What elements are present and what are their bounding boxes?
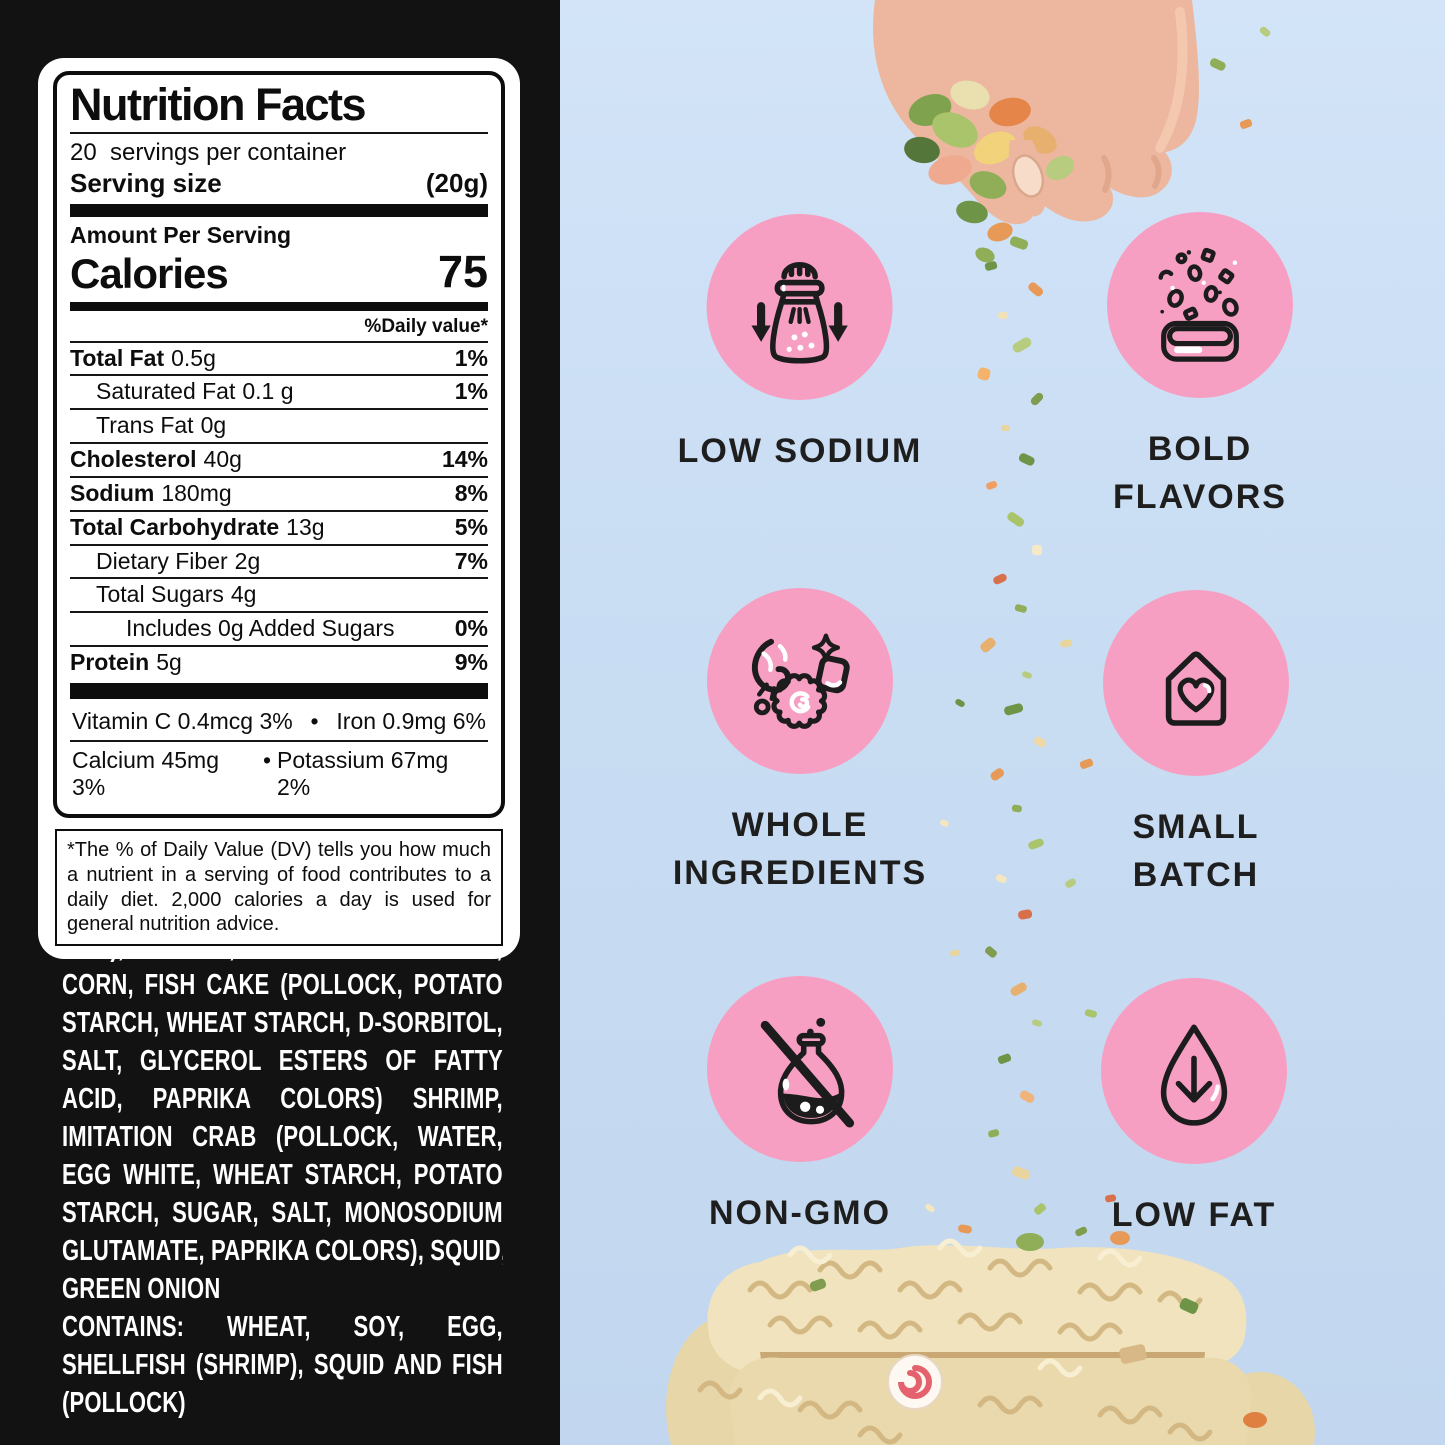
medium-divider <box>70 301 488 311</box>
amount-per-serving: Amount Per Serving <box>70 222 292 249</box>
droplet-down-arrow-icon <box>1160 1024 1228 1126</box>
feature-circle <box>706 214 893 400</box>
thick-divider <box>70 204 488 218</box>
daily-value-header: %Daily value* <box>364 315 488 337</box>
contains-line: (POLLOCK) <box>62 1387 186 1419</box>
nutrient-row-total-fat: Total Fat 0.5g 1% <box>70 340 488 375</box>
salt-shaker-reduction-icon <box>751 262 849 364</box>
nutrition-facts-border-box: Nutrition Facts 20 servings per containe… <box>53 71 505 818</box>
micronutrient-row-1: Vitamin C 0.4mcg 3% • Iron 0.9mg 6% <box>72 707 486 734</box>
divider <box>70 132 488 135</box>
feature-circle <box>1107 212 1293 398</box>
feature-circle <box>1101 978 1287 1164</box>
house-heart-icon <box>1165 651 1227 726</box>
nutrition-facts-title: Nutrition Facts <box>70 79 367 130</box>
feature-label: WHOLE INGREDIENTS <box>672 806 928 892</box>
nutrient-row-total-carbohydrate: Total Carbohydrate 13g 5% <box>70 509 488 544</box>
nutrient-row-trans-fat: Trans Fat 0g <box>70 408 488 442</box>
nutrient-row-sodium: Sodium 180mg 8% <box>70 475 488 510</box>
feature-label: LOW FAT <box>1111 1196 1277 1234</box>
feature-circle <box>707 976 893 1162</box>
ingredients-section: INGREDIENTS: CABBAGE BEAN CURD (SOY BEAN… <box>62 852 503 1422</box>
feature-label: BOLD FLAVORS <box>1113 430 1287 516</box>
contains-line: SHELLFISH (SHRIMP), SQUID AND FISH <box>62 1349 503 1381</box>
servings-per-container: 20 servings per container <box>70 139 347 167</box>
feature-low-fat: LOW FAT <box>1101 978 1287 1240</box>
ingredients-line: GREEN ONION <box>62 1273 221 1305</box>
thumbnail <box>1011 154 1045 198</box>
thick-divider <box>70 682 488 699</box>
ingredients-line: STARCH, SUGAR, SALT, MONOSODIUM <box>62 1197 503 1229</box>
feature-low-sodium: LOW SODIUM <box>678 214 923 476</box>
contains-line: CONTAINS: WHEAT, SOY, EGG, <box>62 1311 503 1343</box>
ingredients-line: EGG WHITE, WHEAT STARCH, POTATO <box>62 1159 503 1191</box>
feature-label: NON-GMO <box>708 1194 892 1232</box>
feature-label: LOW SODIUM <box>677 432 923 470</box>
hand-dropping-veggies <box>873 0 1199 263</box>
calories-row: Calories 75 <box>70 249 488 298</box>
feature-small-batch: SMALL BATCH <box>1103 590 1289 899</box>
photo-scene <box>666 0 1315 1445</box>
ramen-noodle-stack <box>666 1231 1315 1445</box>
micronutrient-row-2: Calcium 45mg 3% • Potassium 67mg 2% <box>70 739 488 806</box>
feature-bold-flavors: BOLD FLAVORS <box>1100 212 1300 521</box>
shrimp-narutomaki-icon <box>751 633 850 729</box>
nutrient-row-total-sugars: Total Sugars 4g <box>70 577 488 611</box>
veggie-cluster <box>904 80 1075 263</box>
ingredients-line: SALT, GLYCEROL ESTERS OF FATTY <box>62 1045 503 1077</box>
serving-size-row: Serving size (20g) <box>70 168 488 199</box>
daily-value-footnote: *The % of Daily Value (DV) tells you how… <box>55 828 503 947</box>
crossed-flask-icon <box>760 1017 855 1128</box>
calories-value: 75 <box>437 245 488 297</box>
nutrient-row-protein: Protein 5g 9% <box>70 645 488 679</box>
feature-circle <box>1103 590 1289 776</box>
ingredients-line: CORN, FISH CAKE (POLLOCK, POTATO <box>62 969 503 1001</box>
feature-whole-ingredients: WHOLE INGREDIENTS <box>665 588 935 897</box>
serving-size-value: (20g) <box>425 168 488 199</box>
nutrient-row-dietary-fiber: Dietary Fiber 2g 7% <box>70 543 488 578</box>
ingredients-line: STARCH, WHEAT STARCH, D-SORBITOL, <box>62 1007 503 1039</box>
ingredients-line: IMITATION CRAB (POLLOCK, WATER, <box>62 1121 503 1153</box>
photo-panel: LOW SODIUM <box>560 0 1445 1445</box>
narutomaki-fishcake <box>887 1354 943 1410</box>
feature-non-gmo: NON-GMO <box>707 976 893 1238</box>
ingredients-line: ACID, PAPRIKA COLORS) SHRIMP, <box>62 1083 503 1115</box>
seasoning-tray-confetti-icon <box>1158 247 1239 362</box>
feature-label: SMALL BATCH <box>1132 808 1260 894</box>
nutrient-row-cholesterol: Cholesterol 40g 14% <box>70 442 488 476</box>
nutrient-row-added-sugars: Includes 0g Added Sugars 0% <box>70 611 488 645</box>
ingredients-line: GLUTAMATE, PAPRIKA COLORS), SQUID, <box>62 1235 503 1267</box>
falling-veggies-decoration <box>925 26 1271 1237</box>
nutrient-row-saturated-fat: Saturated Fat 0.1 g 1% <box>70 374 488 408</box>
nutrition-facts-panel: Nutrition Facts 20 servings per containe… <box>38 58 520 960</box>
serving-size-label: Serving size <box>70 168 222 199</box>
feature-circle <box>707 588 893 774</box>
calories-label: Calories <box>70 249 229 297</box>
